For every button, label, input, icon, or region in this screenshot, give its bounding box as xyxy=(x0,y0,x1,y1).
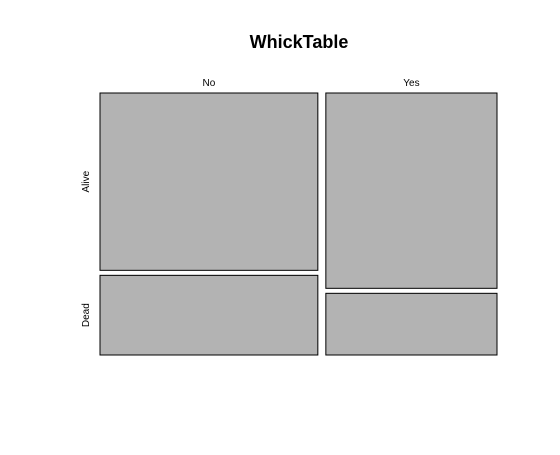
column-label-yes: Yes xyxy=(403,78,419,89)
chart-title: WhickTable xyxy=(250,32,349,52)
tile-no-alive xyxy=(99,92,319,271)
tile-yes-alive xyxy=(325,92,498,289)
mosaic-tiles xyxy=(99,92,498,356)
column-labels: No Yes xyxy=(203,78,420,89)
row-label-alive: Alive xyxy=(81,170,92,192)
row-label-dead: Dead xyxy=(81,303,92,327)
tile-no-dead xyxy=(99,274,319,356)
column-label-no: No xyxy=(203,78,216,89)
tile-yes-dead xyxy=(325,292,498,356)
row-labels: Alive Dead xyxy=(81,170,92,327)
